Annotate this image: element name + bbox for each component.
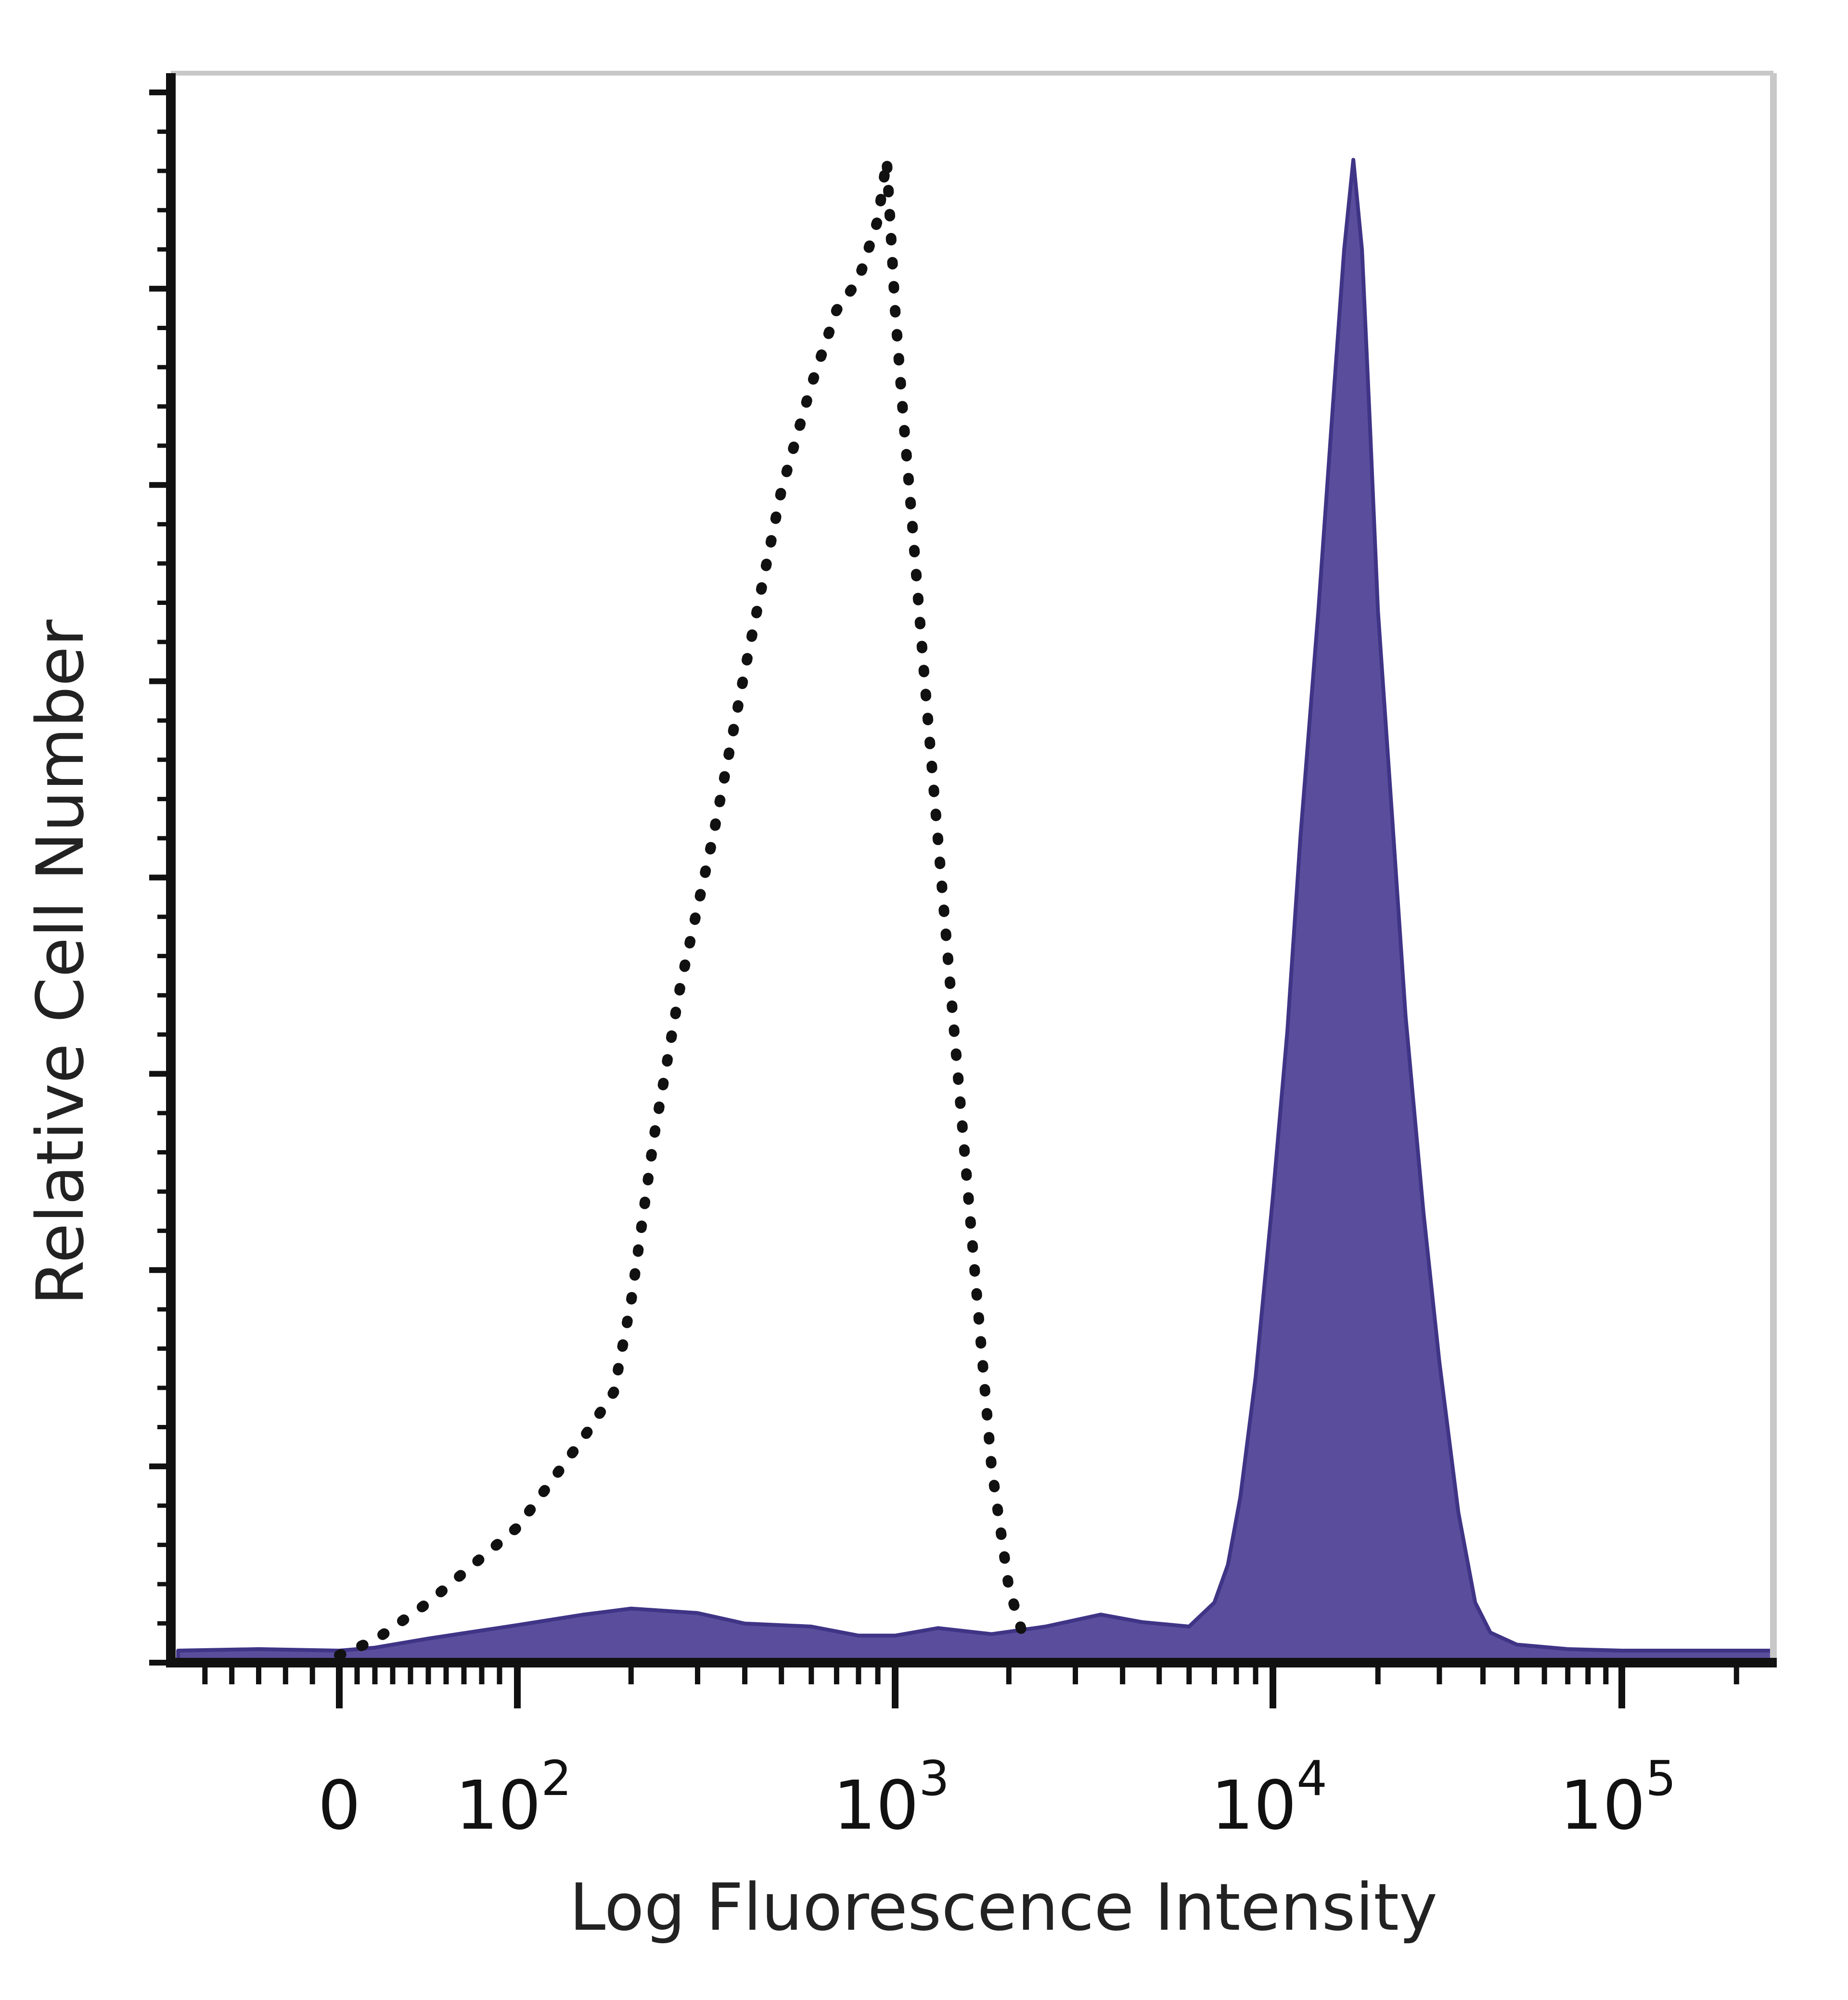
x-tick-label-base: 10 <box>1560 1767 1645 1845</box>
control-histogram <box>334 154 1030 1661</box>
x-tick-label-base: 10 <box>833 1767 919 1845</box>
filled-histogram <box>176 158 1775 1665</box>
filled-histogram-area <box>176 158 1775 1665</box>
y-axis-ticks <box>149 90 171 1666</box>
x-tick-label-exponent: 3 <box>919 1750 950 1807</box>
x-tick-label-base: 10 <box>1211 1767 1296 1845</box>
x-tick-label: 105 <box>1560 1750 1676 1845</box>
x-axis-tick-labels: 0 102 103 104 105 <box>318 1750 1676 1845</box>
x-tick-label-base: 10 <box>455 1767 541 1845</box>
x-tick-label: 103 <box>833 1750 950 1845</box>
x-tick-label: 104 <box>1211 1750 1327 1845</box>
x-tick-label-exponent: 2 <box>541 1750 572 1807</box>
control-histogram-line <box>334 154 1030 1661</box>
y-axis-title: Relative Cell Number <box>23 619 98 1305</box>
x-tick-label: 0 <box>318 1767 360 1845</box>
x-axis-ticks <box>202 1663 1739 1708</box>
x-tick-label-base: 0 <box>318 1767 360 1845</box>
x-tick-label: 102 <box>455 1750 572 1845</box>
plot-frame <box>166 71 1777 1667</box>
x-tick-label-exponent: 4 <box>1296 1750 1327 1807</box>
x-tick-label-exponent: 5 <box>1645 1750 1676 1807</box>
x-axis-title: Log Fluorescence Intensity <box>569 1870 1437 1945</box>
